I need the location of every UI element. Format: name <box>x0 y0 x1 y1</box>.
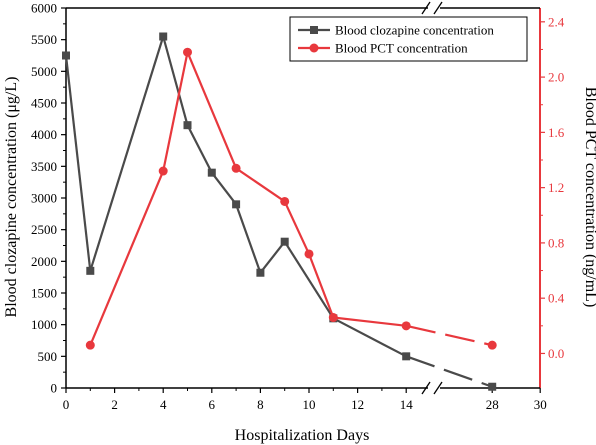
y-right-tick-label: 2.0 <box>548 70 564 85</box>
x-tick-label: 0 <box>63 397 70 412</box>
x-tick-label: 28 <box>486 397 499 412</box>
y-right-tick-label: 1.6 <box>548 125 565 140</box>
y-left-tick-label: 6000 <box>31 1 57 16</box>
series-line-segment <box>186 51 238 169</box>
y-left-tick-label: 1000 <box>31 317 57 332</box>
y-right-tick-label: 0.4 <box>548 291 565 306</box>
legend-swatch-square <box>310 26 318 34</box>
data-point-square <box>183 121 192 130</box>
axis-break-mark <box>421 381 431 395</box>
y-left-tick-label: 4000 <box>31 127 57 142</box>
y-right-tick-label: 0.0 <box>548 346 564 361</box>
data-point-circle <box>401 321 411 331</box>
series-line-segment <box>333 316 407 327</box>
data-point-circle <box>183 47 192 57</box>
series-line-segment <box>89 36 165 272</box>
data-point-square <box>86 266 95 275</box>
data-point-circle <box>280 196 290 206</box>
series-line-segment <box>283 241 335 319</box>
legend-label: Blood PCT concentration <box>335 41 468 56</box>
y-left-tick-label: 5500 <box>31 32 57 47</box>
data-point-square <box>62 51 70 60</box>
data-point-square <box>488 382 497 391</box>
y-left-tick-label: 4500 <box>31 96 57 111</box>
y-left-tick-label: 5000 <box>31 64 57 79</box>
legend-box <box>289 16 528 62</box>
series-line-segment <box>235 167 286 203</box>
legend-label: Blood clozapine concentration <box>335 23 494 38</box>
series-pct <box>85 47 497 350</box>
legend: Blood clozapine concentration Blood PCT c… <box>289 16 528 62</box>
y-right-tick-label: 2.4 <box>548 14 565 29</box>
axis-break-mark <box>433 381 443 395</box>
x-tick-label: 12 <box>351 397 364 412</box>
y-axis-right-title: Blood PCT concentration (ng/mL) <box>582 87 596 308</box>
series-layer <box>62 32 497 391</box>
data-point-circle <box>85 340 95 350</box>
series-line-segment <box>89 170 165 346</box>
x-tick-label: 30 <box>534 397 547 412</box>
y-left-tick-label: 3500 <box>31 159 57 174</box>
series-line-segment <box>186 124 213 174</box>
y-left-tick-label: 0 <box>51 381 58 396</box>
x-tick-label: 2 <box>111 397 118 412</box>
series-line-segment <box>405 324 493 347</box>
data-point-circle <box>158 166 168 176</box>
legend-swatch-circle <box>309 43 319 53</box>
y-left-tick-label: 2500 <box>31 222 57 237</box>
x-tick-label: 4 <box>160 397 167 412</box>
series-line-segment <box>307 253 335 318</box>
data-point-square <box>256 268 265 277</box>
data-point-circle <box>487 340 497 350</box>
series-line-segment <box>235 203 262 274</box>
series-clozapine <box>62 32 497 391</box>
series-line-segment <box>210 171 237 206</box>
data-point-square <box>207 168 216 177</box>
series-line-segment <box>162 51 189 172</box>
y-left-tick-label: 2000 <box>31 254 57 269</box>
axis-break-mark <box>421 1 431 15</box>
y-right-tick-label: 1.2 <box>548 180 564 195</box>
series-line-segment <box>64 55 92 271</box>
y-left-tick-label: 500 <box>38 349 58 364</box>
data-point-square <box>232 200 241 209</box>
series-line-segment <box>259 241 286 274</box>
y-right-tick-label: 0.8 <box>548 235 564 250</box>
data-point-circle <box>231 163 241 173</box>
axis-break-mark <box>433 1 443 15</box>
x-tick-label: 10 <box>303 397 316 412</box>
series-line-segment <box>405 355 493 388</box>
series-line-segment <box>162 36 189 126</box>
y-axis-left-title: Blood clozapine concentration (μg/L) <box>3 77 20 318</box>
data-point-circle <box>328 313 338 323</box>
y-left-tick-label: 3000 <box>31 191 57 206</box>
data-point-square <box>402 352 411 361</box>
series-line-segment <box>283 200 310 255</box>
data-point-circle <box>304 249 314 259</box>
x-axis-title: Hospitalization Days <box>235 427 370 444</box>
x-tick-label: 8 <box>257 397 264 412</box>
data-point-square <box>280 237 289 246</box>
y-left-tick-label: 1500 <box>31 286 57 301</box>
data-point-square <box>159 32 168 41</box>
x-tick-label: 6 <box>209 397 216 412</box>
series-line-segment <box>332 317 407 358</box>
x-tick-label: 14 <box>400 397 414 412</box>
axes-layer: 0 500 1000 1500 2000 2500 3000 3500 4000 4500 5000… <box>31 1 565 413</box>
